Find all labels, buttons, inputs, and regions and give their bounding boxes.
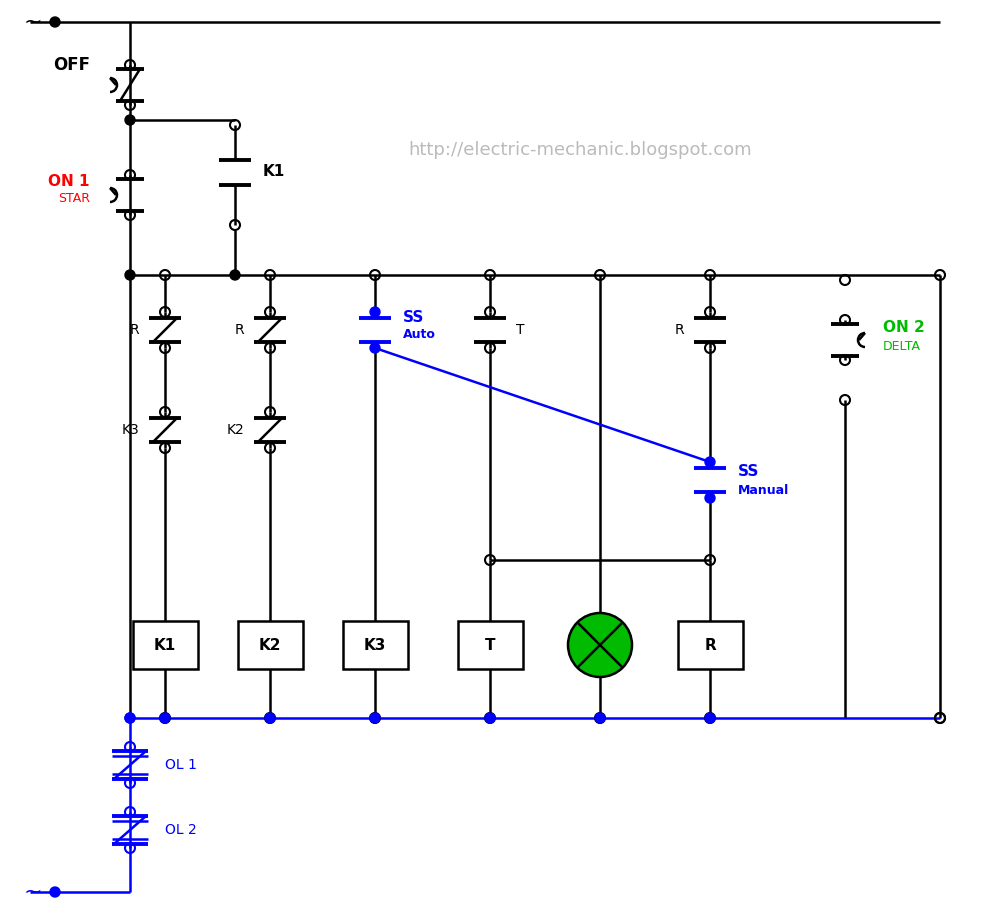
Circle shape xyxy=(125,713,135,723)
Text: K2: K2 xyxy=(226,423,244,437)
Bar xyxy=(133,621,197,669)
Text: ~: ~ xyxy=(24,882,43,902)
Text: K1: K1 xyxy=(154,638,177,652)
Bar xyxy=(237,621,303,669)
Text: R: R xyxy=(129,323,139,337)
Text: Auto: Auto xyxy=(403,328,435,341)
Bar xyxy=(457,621,523,669)
Text: STAR: STAR xyxy=(58,192,90,206)
Circle shape xyxy=(230,270,240,280)
Circle shape xyxy=(370,343,380,353)
Circle shape xyxy=(705,457,715,467)
Text: SS: SS xyxy=(403,310,425,326)
Circle shape xyxy=(485,713,495,723)
Circle shape xyxy=(568,613,632,677)
Text: R: R xyxy=(704,638,716,652)
Circle shape xyxy=(50,887,60,897)
Circle shape xyxy=(265,713,275,723)
Circle shape xyxy=(50,17,60,27)
Text: SS: SS xyxy=(738,465,759,479)
Text: http://electric-mechanic.blogspot.com: http://electric-mechanic.blogspot.com xyxy=(408,141,752,159)
Text: K2: K2 xyxy=(259,638,282,652)
Text: K3: K3 xyxy=(364,638,386,652)
Text: R: R xyxy=(234,323,244,337)
Circle shape xyxy=(705,493,715,503)
Circle shape xyxy=(370,307,380,317)
Circle shape xyxy=(595,713,605,723)
Text: ~: ~ xyxy=(24,12,43,32)
Bar xyxy=(678,621,742,669)
Text: OFF: OFF xyxy=(53,56,90,74)
Text: R: R xyxy=(675,323,684,337)
Circle shape xyxy=(705,713,715,723)
Text: Manual: Manual xyxy=(738,483,790,497)
Text: ON 1: ON 1 xyxy=(49,174,90,188)
Text: DELTA: DELTA xyxy=(883,339,921,352)
Bar xyxy=(342,621,408,669)
Text: OL 2: OL 2 xyxy=(165,823,196,837)
Text: K1: K1 xyxy=(263,165,286,179)
Text: K3: K3 xyxy=(121,423,139,437)
Circle shape xyxy=(370,713,380,723)
Text: OL 1: OL 1 xyxy=(165,758,196,772)
Text: T: T xyxy=(485,638,495,652)
Circle shape xyxy=(160,713,170,723)
Circle shape xyxy=(125,115,135,125)
Circle shape xyxy=(125,713,135,723)
Circle shape xyxy=(125,270,135,280)
Text: ON 2: ON 2 xyxy=(883,320,925,336)
Text: T: T xyxy=(516,323,525,337)
